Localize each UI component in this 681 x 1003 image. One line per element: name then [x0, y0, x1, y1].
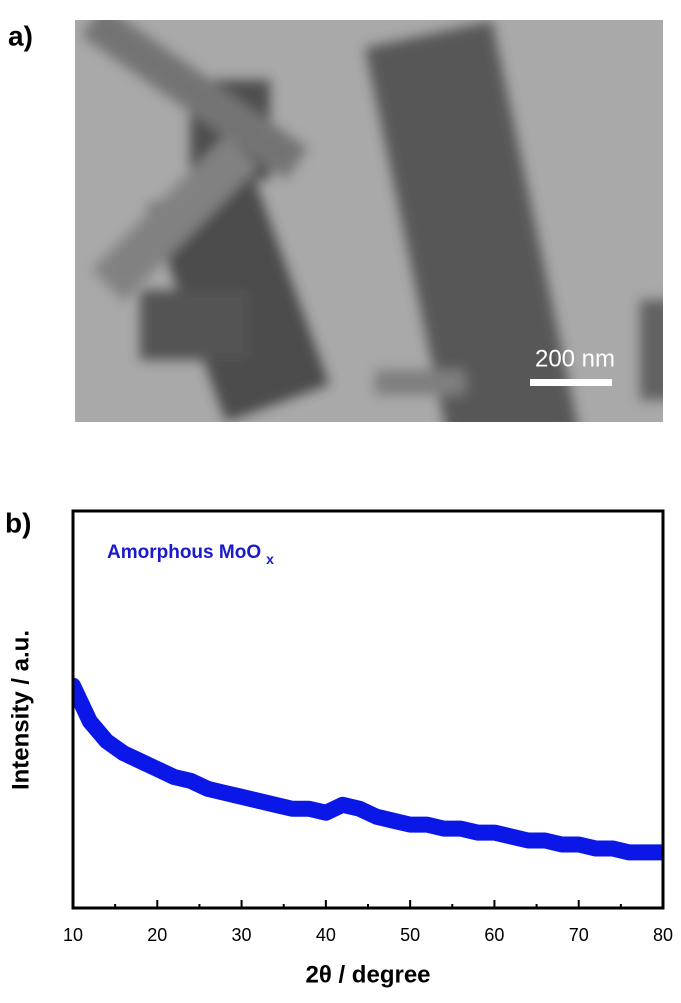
x-axis-label: 2θ / degree	[305, 961, 430, 988]
plot: 10 20 30 40 50 60 70 80	[63, 509, 673, 945]
x-tick-label: 60	[484, 925, 504, 945]
x-tick-label: 40	[316, 925, 336, 945]
tem-image: 200 nm	[75, 20, 663, 422]
x-tick-label: 10	[63, 925, 83, 945]
x-tick-label: 30	[232, 925, 252, 945]
annotation-subscript: x	[266, 551, 274, 567]
x-tick-label: 50	[400, 925, 420, 945]
y-axis-label: Intensity / a.u.	[7, 630, 34, 790]
annotation-text: Amorphous MoO	[107, 542, 261, 563]
scale-bar-label: 200 nm	[535, 345, 615, 372]
annotation: Amorphous MoO x	[107, 542, 274, 567]
x-tick-label: 20	[147, 925, 167, 945]
panel-label: b)	[5, 507, 31, 538]
data-line	[73, 677, 663, 861]
x-tick-label: 70	[569, 925, 589, 945]
x-tick-label: 80	[653, 925, 673, 945]
panel-label: a)	[8, 20, 33, 51]
